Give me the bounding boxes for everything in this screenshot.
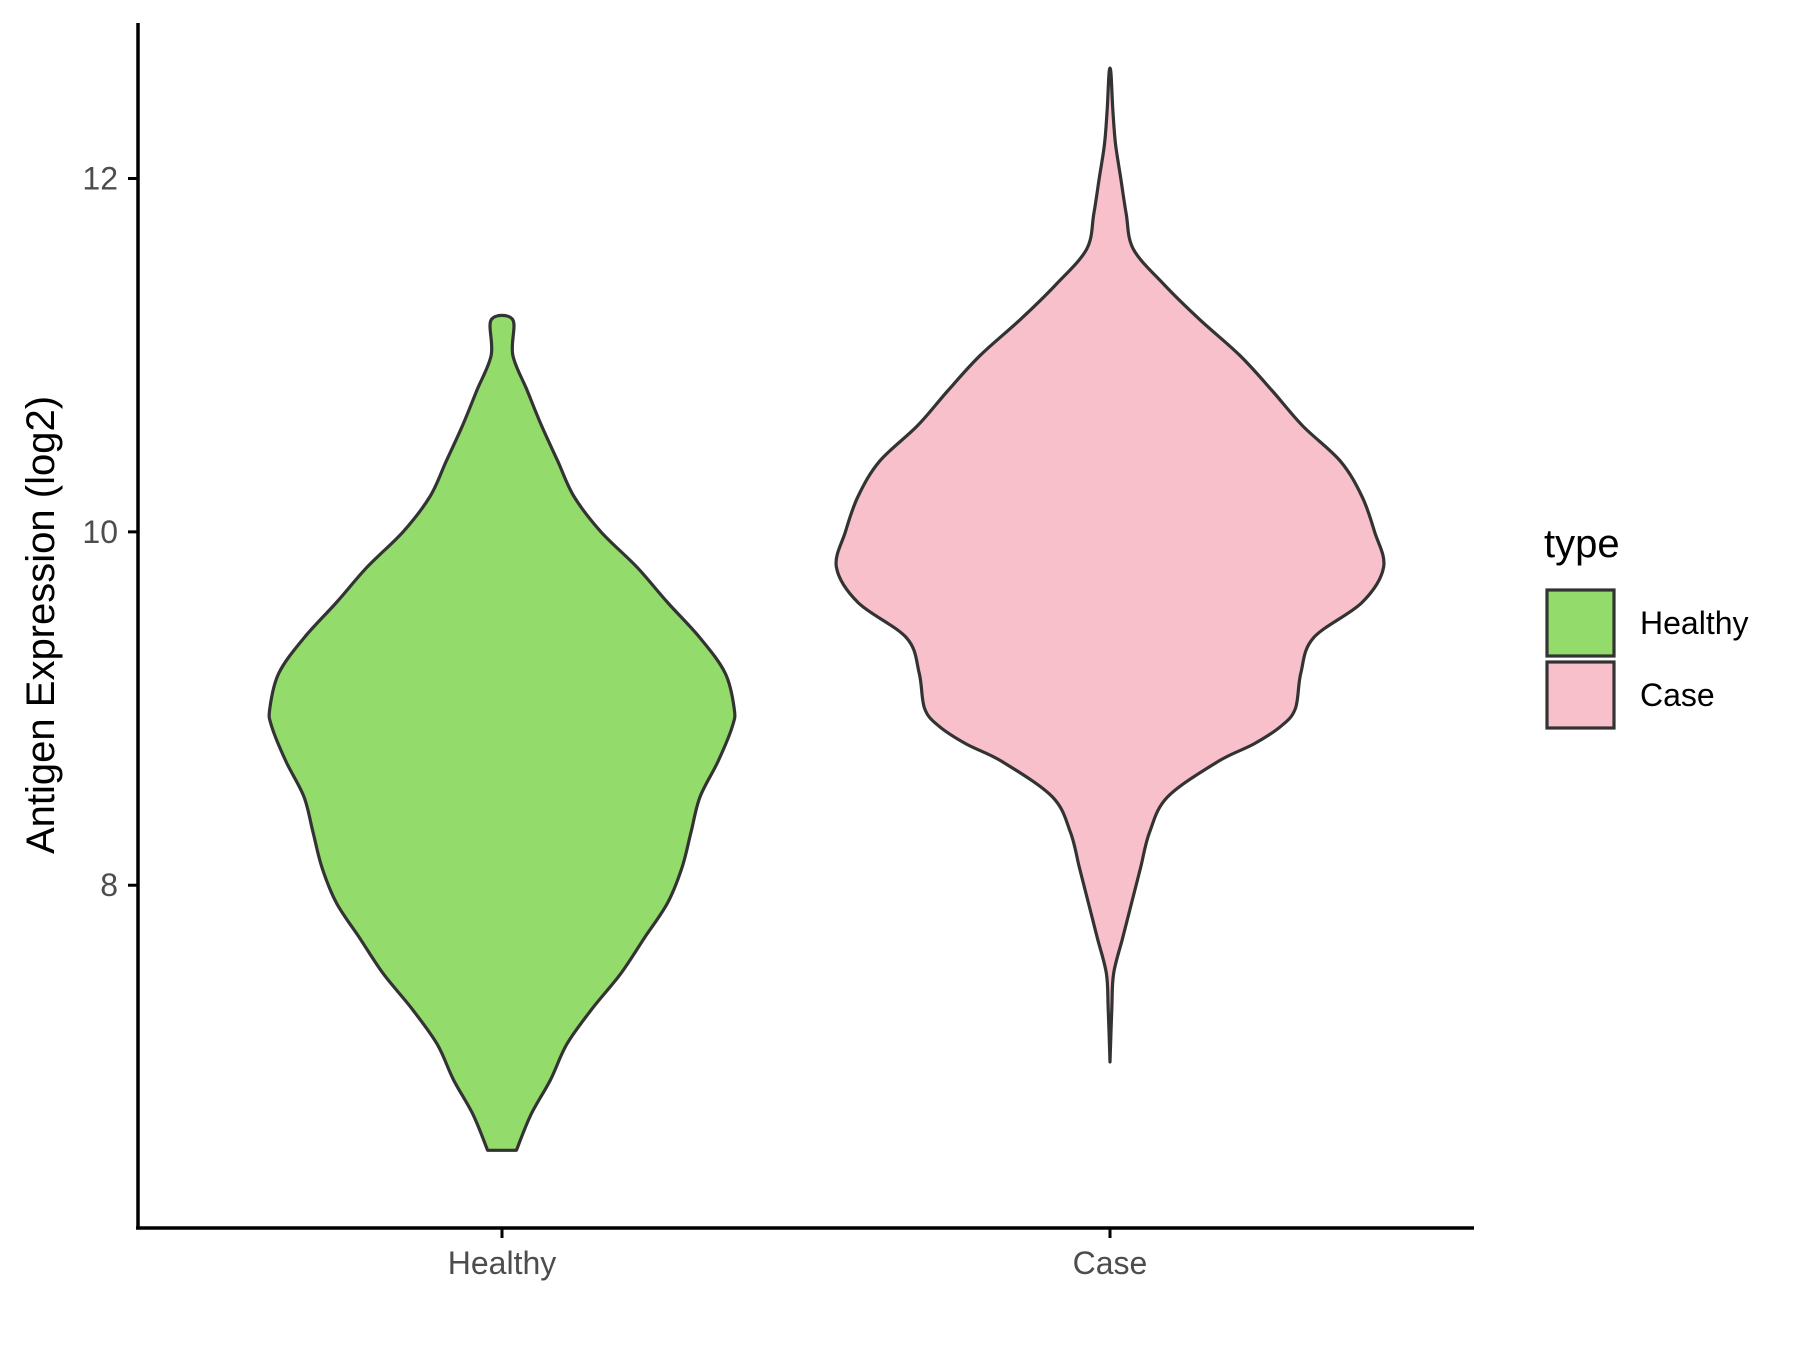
y-tick-label: 10 bbox=[82, 514, 118, 550]
violin-case bbox=[834, 66, 1386, 1064]
violins-layer bbox=[267, 66, 1386, 1152]
y-tick-label: 8 bbox=[100, 867, 118, 903]
legend-label-healthy: Healthy bbox=[1640, 605, 1749, 641]
violin-healthy bbox=[267, 313, 737, 1152]
x-tick-label: Case bbox=[1073, 1245, 1148, 1281]
legend-key-healthy bbox=[1545, 588, 1616, 658]
y-tick-label: 12 bbox=[82, 160, 118, 196]
legend: type Healthy Case bbox=[1544, 522, 1749, 730]
x-tick-label: Healthy bbox=[448, 1245, 557, 1281]
legend-title: type bbox=[1544, 522, 1620, 566]
y-ticks: 8 10 12 bbox=[82, 160, 138, 903]
y-axis-title: Antigen Expression (log2) bbox=[19, 396, 63, 854]
axes bbox=[136, 23, 1474, 1230]
x-ticks: Healthy Case bbox=[448, 1228, 1148, 1281]
legend-label-case: Case bbox=[1640, 677, 1715, 713]
legend-key-case bbox=[1545, 660, 1616, 730]
